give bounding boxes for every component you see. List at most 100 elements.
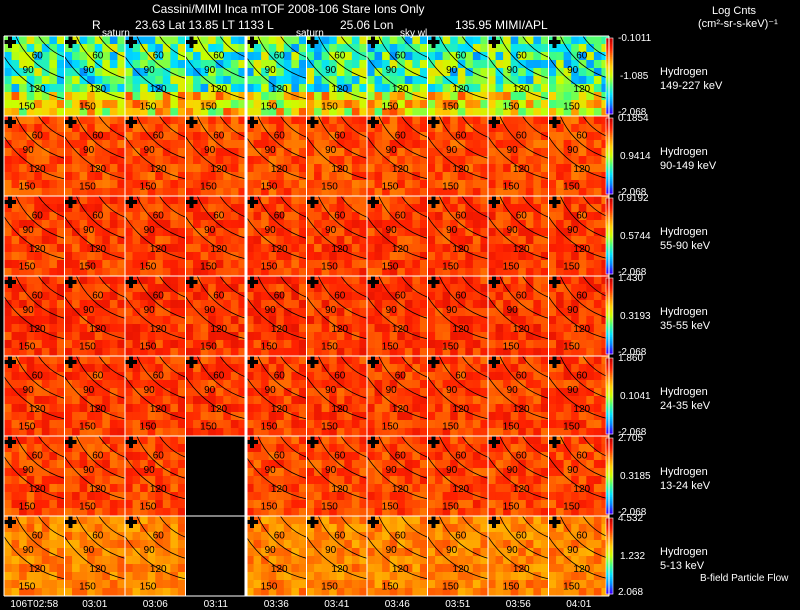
contour-label: 90 [144,465,156,476]
contour-label: 60 [576,210,588,221]
contour-label: 90 [446,545,458,556]
crosshair-marker [311,196,315,208]
contour-label: 120 [29,484,46,495]
contour-label: 120 [452,164,469,175]
contour-label: 60 [153,370,165,381]
contour-label: 90 [204,305,216,316]
contour-label: 60 [455,530,467,541]
contour-label: 90 [446,465,458,476]
crosshair-marker [129,276,133,288]
contour-label: 60 [334,530,346,541]
contour-label: 60 [395,370,407,381]
contour-label: 150 [261,422,278,433]
colorbar-max-label: 1.430 [618,274,643,284]
crosshair-marker [250,196,254,208]
crosshair-marker [129,436,133,448]
contour-label: 150 [79,582,96,593]
contour-label: 60 [153,450,165,461]
crosshair-marker [432,356,436,368]
contour-label: 120 [150,484,167,495]
contour-label: 90 [83,65,95,76]
colorbar-max-label: 1.860 [618,354,643,364]
contour-label: 60 [395,210,407,221]
crosshair-marker [492,356,496,368]
time-tick-label: 03:51 [445,599,470,610]
contour-label: 60 [92,290,104,301]
contour-label: 60 [213,370,225,381]
crosshair-marker [432,436,436,448]
crosshair-marker [190,36,194,48]
contour-label: 150 [563,342,580,353]
contour-label: 120 [89,564,106,575]
contour-label: 150 [140,102,157,113]
contour-label: 60 [455,370,467,381]
contour-label: 120 [210,244,227,255]
contour-label: 60 [334,210,346,221]
contour-label: 120 [271,84,288,95]
crosshair-marker [129,356,133,368]
contour-label: 120 [271,404,288,415]
crosshair-marker [371,276,375,288]
contour-label: 60 [334,450,346,461]
crosshair-marker [69,116,73,128]
contour-label: 90 [446,305,458,316]
contour-label: 120 [513,564,530,575]
contour-label: 60 [274,290,286,301]
contour-label: 60 [92,450,104,461]
species-label: Hydrogen [660,66,708,79]
contour-label: 120 [331,84,348,95]
contour-label: 120 [210,404,227,415]
contour-label: 150 [321,582,338,593]
contour-label: 150 [442,422,459,433]
contour-label: 120 [573,484,590,495]
contour-label: 90 [325,545,337,556]
contour-label: 120 [89,244,106,255]
contour-label: 120 [29,564,46,575]
crosshair-marker [129,516,133,528]
contour-label: 90 [83,305,95,316]
contour-label: 90 [83,225,95,236]
contour-label: 60 [395,290,407,301]
crosshair-marker [8,436,12,448]
footer-label: B-field Particle Flow [700,572,788,585]
contour-label: 120 [452,564,469,575]
crosshair-marker [311,116,315,128]
contour-label: 60 [32,370,44,381]
crosshair-marker [250,516,254,528]
contour-label: 60 [32,130,44,141]
contour-label: 150 [563,422,580,433]
contour-label: 120 [573,244,590,255]
contour-label: 150 [200,342,217,353]
crosshair-marker [8,356,12,368]
contour-label: 60 [576,450,588,461]
crosshair-marker [311,356,315,368]
contour-label: 150 [382,262,399,273]
crosshair-marker [553,436,557,448]
contour-label: 150 [321,422,338,433]
contour-label: 150 [140,262,157,273]
time-tick-label: 03:46 [385,599,410,610]
contour-label: 150 [19,502,36,513]
contour-label: 90 [567,545,579,556]
contour-label: 60 [334,290,346,301]
contour-label: 90 [265,545,277,556]
contour-label: 120 [150,404,167,415]
contour-label: 120 [29,324,46,335]
contour-label: 120 [331,564,348,575]
colorbar-max-label: 0.1854 [618,114,649,124]
colorbar-mid-label: 0.9414 [620,152,651,162]
contour-label: 150 [261,102,278,113]
contour-label: 90 [325,145,337,156]
contour-label: 120 [392,404,409,415]
contour-label: 60 [213,130,225,141]
contour-label: 90 [386,465,398,476]
contour-label: 150 [79,102,96,113]
contour-label: 120 [271,484,288,495]
contour-label: 60 [32,50,44,61]
colorbar-mid-label: 0.1041 [620,392,651,402]
contour-label: 60 [213,50,225,61]
contour-label: 120 [150,84,167,95]
contour-arc [231,0,301,41]
contour-label: 90 [386,65,398,76]
energy-label: 149-227 keV [660,80,722,93]
